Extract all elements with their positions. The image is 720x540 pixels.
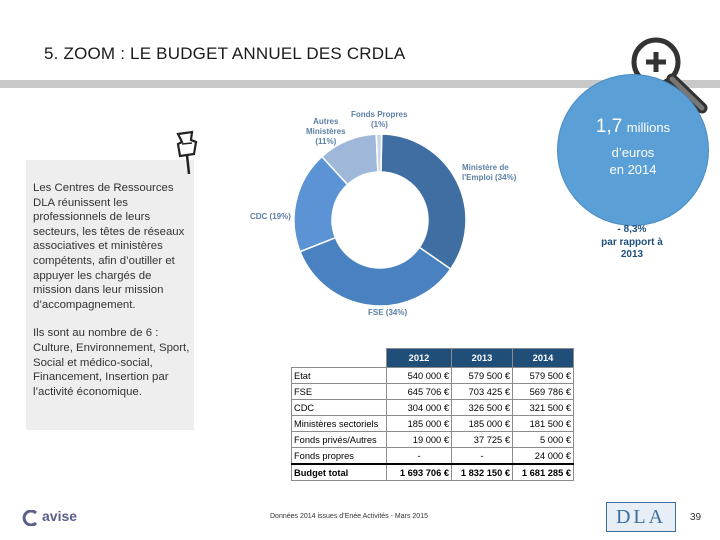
table-header-2013: 2013 [451, 348, 513, 368]
total-2014: 1 681 285 € [512, 463, 574, 481]
change-line1: - 8,3% [617, 224, 647, 235]
table-header-2012: 2012 [386, 348, 452, 368]
pie-label-emploi-line1: Ministère de [462, 163, 509, 172]
dla-logo: DLA [606, 502, 676, 532]
cell-2012: 185 000 € [386, 415, 452, 432]
total-2013: 1 832 150 € [451, 463, 513, 481]
highlight-amount-value: 1,7 [595, 116, 623, 137]
cell-2014: 569 786 € [512, 383, 574, 400]
avise-logo-icon [22, 510, 38, 526]
highlight-line2: d’euros [611, 145, 655, 160]
info-paragraph-count: Ils sont au nombre de 6 : Culture, Envir… [33, 327, 190, 398]
pie-label-emploi-line2: l'Emploi (34%) [462, 173, 517, 182]
cell-2012: - [386, 447, 452, 465]
cell-2013: 37 725 € [451, 431, 513, 448]
cell-2012: 540 000 € [386, 367, 452, 384]
title-band [0, 80, 720, 88]
pie-label-fonds-propres: Fonds Propres (1%) [351, 110, 407, 130]
table-row: CDC 304 000 € 326 500 € 321 500 € [291, 399, 574, 416]
table-header-row: 2012 2013 2014 [291, 348, 574, 368]
row-label: Ministères sectoriels [291, 415, 387, 432]
pie-slice-4 [375, 133, 383, 173]
info-panel [26, 160, 194, 430]
pie-label-fonds-propres-line2: (1%) [371, 120, 388, 129]
row-label: Etat [291, 367, 387, 384]
cell-2012: 645 706 € [386, 383, 452, 400]
highlight-amount-unit: millions [626, 120, 671, 135]
cell-2014: 5 000 € [512, 431, 574, 448]
slide-title: 5. ZOOM : LE BUDGET ANNUEL DES CRDLA [44, 44, 406, 63]
footer-source-note: Données 2014 issues d’Enée Activités - M… [270, 513, 428, 520]
pie-label-autres-line1: Autres [313, 117, 339, 126]
total-label: Budget total [291, 463, 387, 481]
highlight-amount: 1,7 millions [562, 116, 704, 138]
cell-2013: - [451, 447, 513, 465]
info-paragraph-centres: Les Centres de Ressources DLA réunissent… [33, 182, 185, 311]
cell-2014: 579 500 € [512, 367, 574, 384]
table-row: Fonds privés/Autres 19 000 € 37 725 € 5 … [291, 431, 574, 448]
table-row: Ministères sectoriels 185 000 € 185 000 … [291, 415, 574, 432]
table-row: Fonds propres - - 24 000 € [291, 447, 574, 465]
cell-2013: 579 500 € [451, 367, 513, 384]
highlight-line3: en 2014 [609, 162, 657, 177]
pie-label-autres-line2: Ministères [306, 127, 346, 136]
pushpin-icon [176, 130, 198, 175]
pie-label-fse: FSE (34%) [368, 308, 408, 317]
table-total-row: Budget total 1 693 706 € 1 832 150 € 1 6… [291, 463, 574, 481]
pie-slice-1 [299, 236, 452, 307]
cell-2014: 24 000 € [512, 447, 574, 465]
budget-table: 2012 2013 2014 Etat 540 000 € 579 500 € … [291, 348, 574, 481]
table-header-2014: 2014 [512, 348, 574, 368]
total-2012: 1 693 706 € [386, 463, 452, 481]
table-row: FSE 645 706 € 703 425 € 569 786 € [291, 383, 574, 400]
change-vs-2013: - 8,3% par rapport à 2013 [588, 224, 676, 262]
title-bar [0, 28, 720, 80]
table-header-blank [291, 348, 387, 368]
pie-label-autres-line3: (11%) [315, 137, 337, 146]
page-number: 39 [690, 512, 702, 523]
budget-donut-chart [293, 133, 467, 307]
pie-label-autres-ministeres: Autres Ministères (11%) [306, 117, 346, 147]
dla-logo-text: DLA [615, 506, 667, 528]
row-label: Fonds propres [291, 447, 387, 465]
row-label: FSE [291, 383, 387, 400]
cell-2013: 185 000 € [451, 415, 513, 432]
pie-label-cdc: CDC (19%) [250, 212, 291, 221]
row-label: Fonds privés/Autres [291, 431, 387, 448]
change-line2: par rapport à [601, 236, 663, 248]
pie-label-ministere-emploi: Ministère de l'Emploi (34%) [462, 163, 516, 183]
table-row: Etat 540 000 € 579 500 € 579 500 € [291, 367, 574, 384]
cell-2012: 19 000 € [386, 431, 452, 448]
pie-slice-0 [380, 133, 467, 271]
pie-label-fonds-propres-line1: Fonds Propres [351, 110, 408, 119]
change-line3: 2013 [620, 249, 644, 260]
cell-2013: 703 425 € [451, 383, 513, 400]
cell-2013: 326 500 € [451, 399, 513, 416]
cell-2014: 181 500 € [512, 415, 574, 432]
row-label: CDC [291, 399, 387, 416]
cell-2014: 321 500 € [512, 399, 574, 416]
avise-brand: avise [42, 508, 78, 524]
info-text: Les Centres de Ressources DLA réunissent… [33, 181, 191, 413]
cell-2012: 304 000 € [386, 399, 452, 416]
highlight-circle [558, 75, 708, 225]
highlight-subtext: d’euros en 2014 [562, 144, 704, 178]
